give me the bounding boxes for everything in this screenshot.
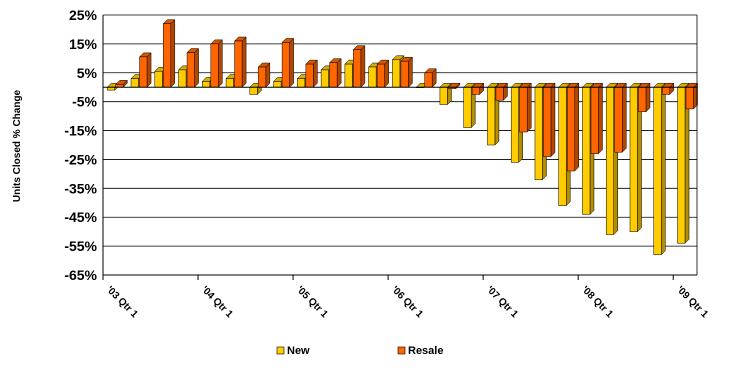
bar-new: [676, 82, 690, 244]
bar-new: [629, 82, 643, 233]
bar-resale: [305, 59, 318, 88]
y-tick-label: -15%: [64, 123, 97, 139]
bar-resale: [162, 19, 176, 88]
axes: [102, 15, 698, 276]
y-tick-label: -45%: [64, 209, 97, 225]
y-tick-label: -5%: [72, 94, 97, 110]
bar-resale: [542, 82, 556, 158]
bars: [106, 19, 699, 256]
y-tick-label: -35%: [64, 180, 97, 196]
bar-resale: [495, 82, 509, 101]
bar-resale: [424, 68, 437, 88]
x-tick-label: '07 Qtr 1: [484, 284, 520, 320]
y-tick-label: -25%: [64, 151, 97, 167]
y-tick-labels: 25% 15% 5% -5% -15% -25% -35% -45% -55% -65%: [64, 7, 97, 283]
bar-resale: [685, 82, 699, 110]
x-tick-label: '03 Qtr 1: [104, 284, 140, 320]
bar-resale: [186, 47, 200, 88]
x-tick-label: '05 Qtr 1: [294, 284, 330, 320]
y-axis-title: Units Closed % Change: [12, 89, 23, 202]
x-tick-label: '06 Qtr 1: [389, 284, 425, 320]
legend: New Resale: [276, 345, 443, 357]
legend-swatch-resale: [397, 346, 406, 355]
y-tick-label: 25%: [69, 7, 98, 23]
bar-resale: [376, 59, 390, 88]
bar-resale: [590, 82, 604, 155]
y-tick-label: -55%: [64, 238, 97, 254]
x-tick-labels: '03 Qtr 1 '04 Qtr 1 '05 Qtr 1 '06 Qtr 1 '07 …: [102, 275, 710, 320]
bar-resale: [614, 82, 627, 153]
y-tick-label: 15%: [69, 36, 98, 52]
bar-resale: [233, 36, 247, 88]
bar-resale: [138, 52, 152, 88]
x-tick-label: '04 Qtr 1: [199, 284, 235, 320]
bar-resale: [566, 82, 580, 172]
x-tick-label: '09 Qtr 1: [674, 284, 710, 320]
legend-label-new: New: [287, 345, 310, 357]
bar-resale: [329, 58, 342, 88]
bar-resale: [281, 37, 295, 88]
bar-resale: [210, 39, 223, 88]
bar-new: [653, 82, 666, 256]
y-tick-label: -65%: [64, 267, 97, 283]
bar-resale: [115, 79, 128, 88]
bar-resale: [352, 45, 366, 88]
bar-resale: [257, 62, 271, 88]
legend-swatch-new: [276, 346, 285, 355]
y-tick-label: 5%: [77, 65, 98, 81]
x-tick-label: '08 Qtr 1: [579, 284, 615, 320]
legend-label-resale: Resale: [408, 345, 443, 357]
bar-resale: [519, 82, 532, 133]
bar-resale: [400, 56, 414, 88]
